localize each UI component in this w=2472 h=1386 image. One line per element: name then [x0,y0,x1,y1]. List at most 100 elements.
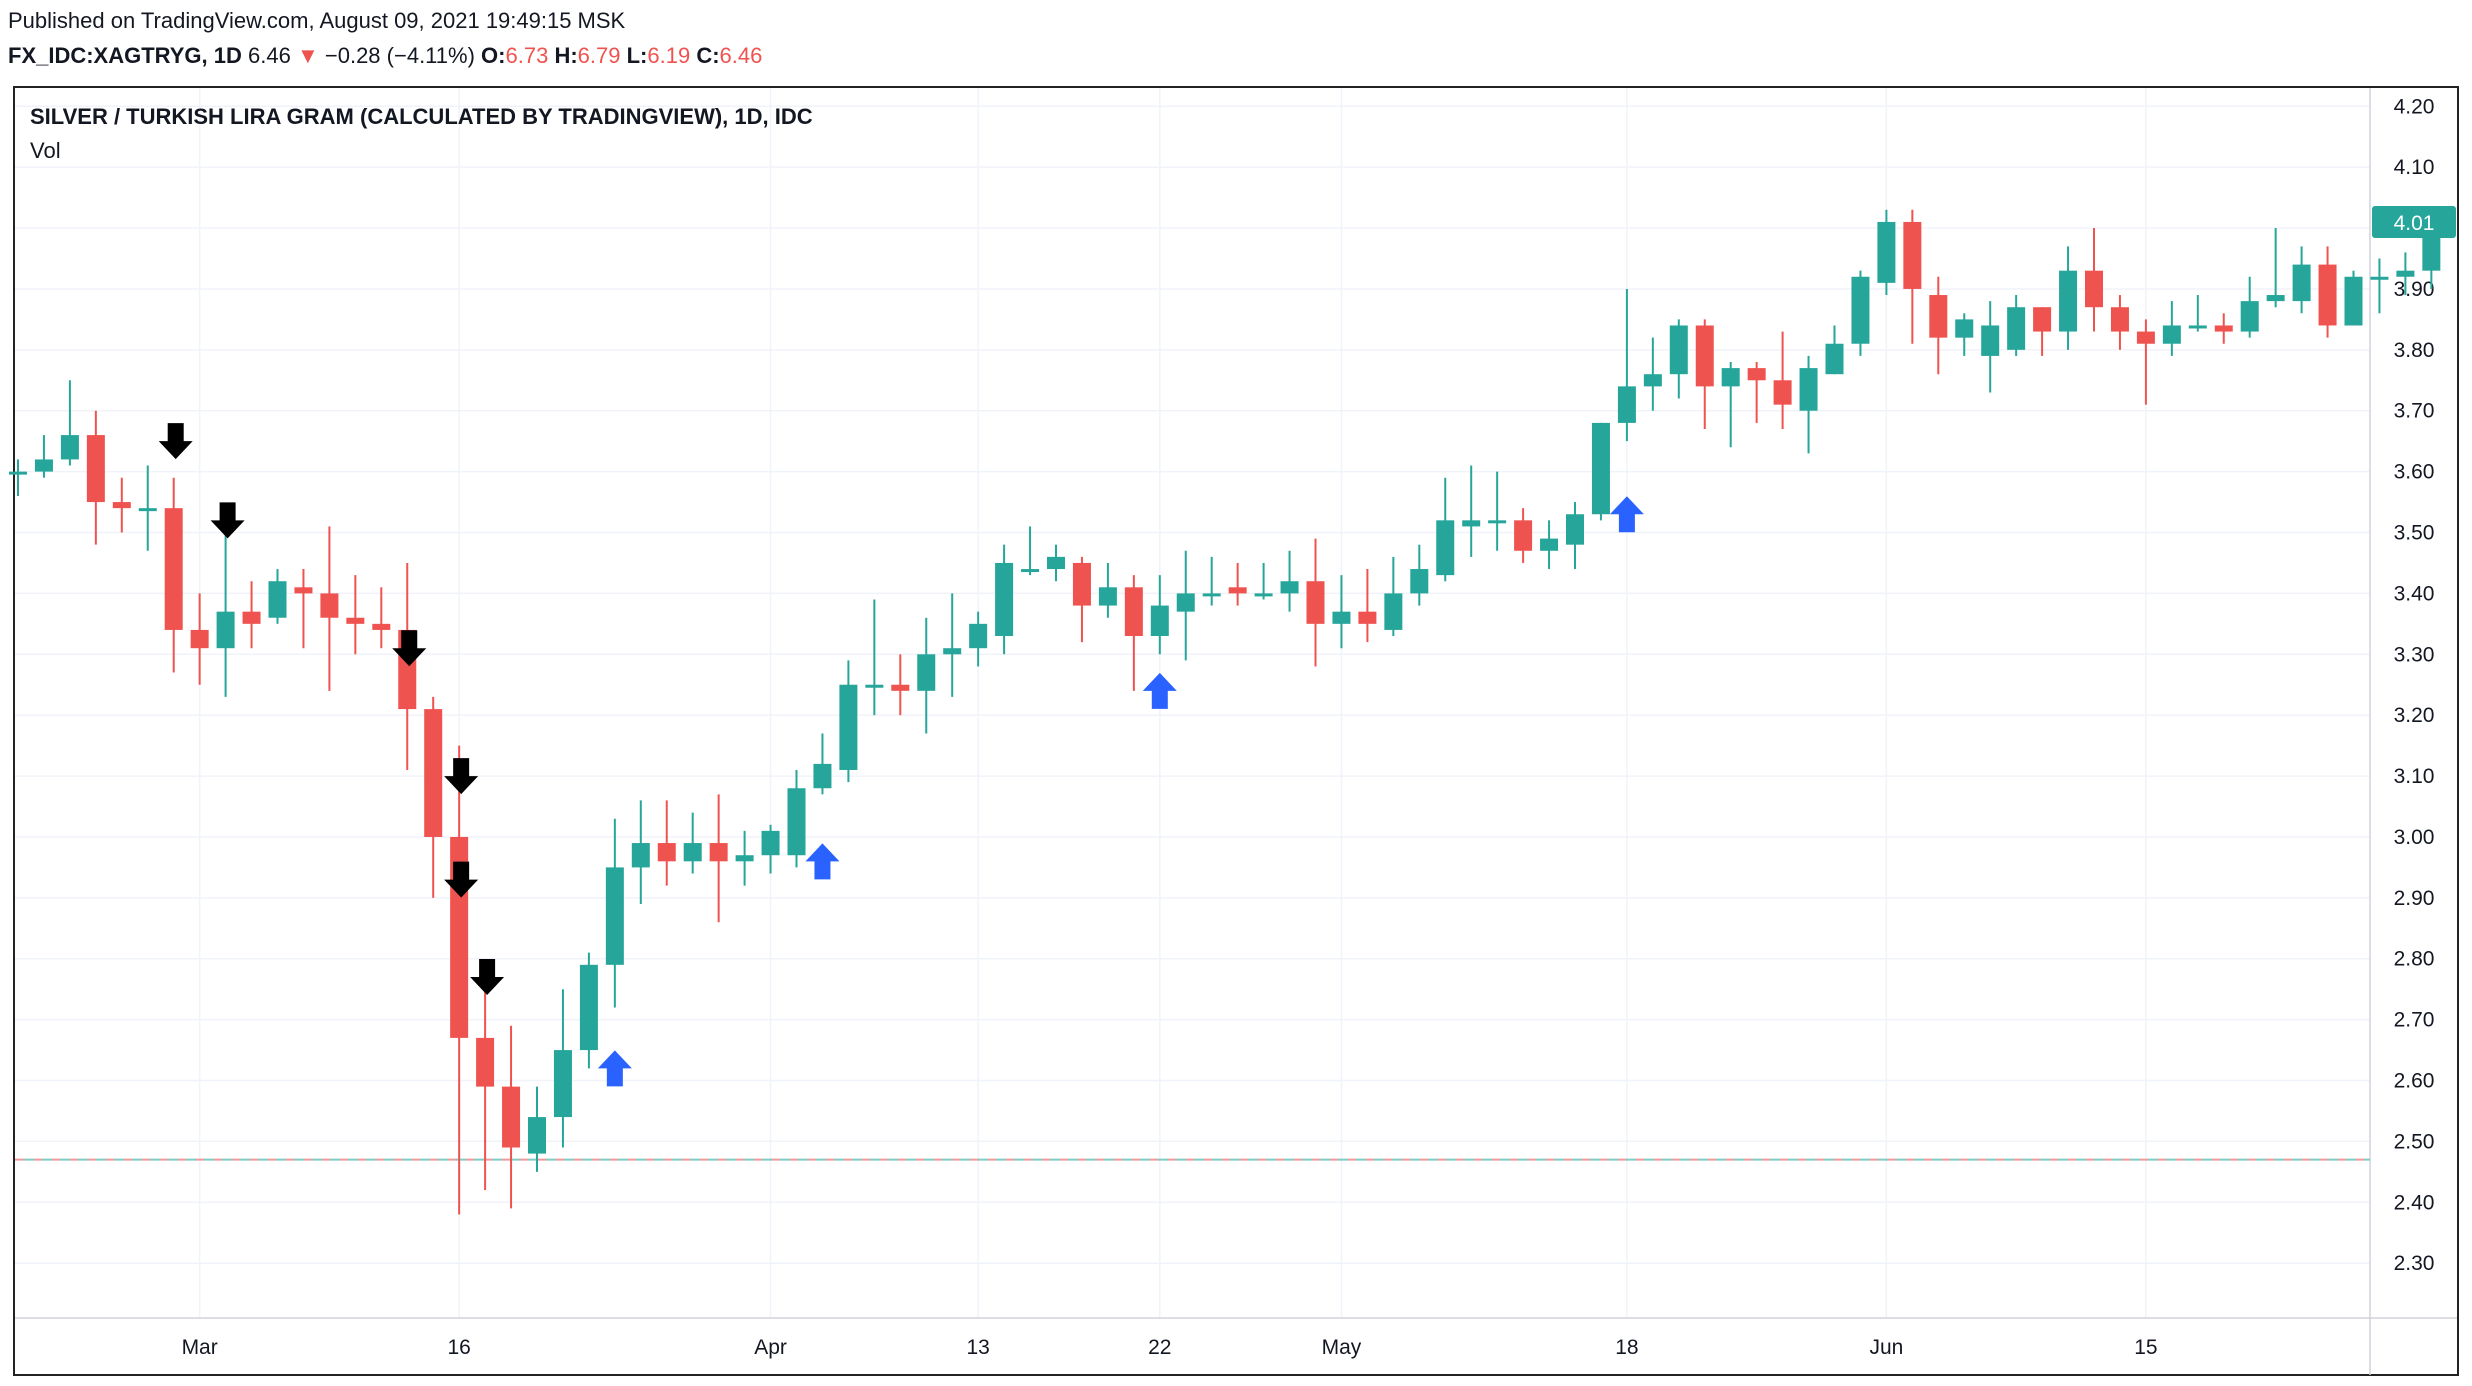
candle-body[interactable] [2214,325,2233,332]
candle-body[interactable] [2240,301,2259,332]
candle-body[interactable] [268,581,287,618]
candle-body[interactable] [1150,605,1169,637]
candle-body[interactable] [2162,325,2181,344]
candle-body[interactable] [1773,380,1792,405]
candle-body[interactable] [917,654,936,691]
candle-body[interactable] [1514,520,1533,551]
candle-body[interactable] [1851,276,1870,344]
candle-body[interactable] [1591,422,1610,515]
candle-body[interactable] [1955,319,1974,338]
candle-body[interactable] [995,562,1014,637]
candle-body[interactable] [1643,374,1662,387]
candle-body[interactable] [1410,569,1429,594]
candle-body[interactable] [34,459,53,472]
candle-body[interactable] [1462,520,1481,527]
candle-body[interactable] [2007,307,2026,350]
candle-body[interactable] [86,435,105,503]
candle-body[interactable] [372,623,391,630]
price-tick-label: 2.60 [2394,1070,2435,1093]
candle-body[interactable] [1358,611,1377,624]
price-tick-label: 4.20 [2394,95,2435,118]
candle-body[interactable] [1436,520,1455,576]
candle-body[interactable] [1903,221,1922,289]
candle-body[interactable] [2136,331,2155,344]
candle-body[interactable] [424,709,443,837]
candle-body[interactable] [2059,270,2078,332]
candle-body[interactable] [1228,587,1247,594]
candle-body[interactable] [943,648,962,655]
candle-body[interactable] [1202,593,1221,597]
candle-body[interactable] [2292,264,2311,302]
candle-body[interactable] [813,763,832,789]
price-tick-label: 2.50 [2394,1130,2435,1153]
candle-body[interactable] [761,830,780,856]
candle-body[interactable] [2318,264,2337,326]
date-tick-label: 16 [447,1336,470,1359]
candle-body[interactable] [891,684,910,691]
candle-body[interactable] [969,623,988,649]
candle-body[interactable] [1981,325,2000,356]
candle-body[interactable] [1929,295,1948,338]
candle-body[interactable] [502,1086,521,1148]
candle-body[interactable] [2266,295,2285,302]
candle-body[interactable] [839,684,858,770]
candle-body[interactable] [1488,520,1507,524]
candle-body[interactable] [605,867,624,965]
candle-body[interactable] [631,843,650,868]
candle-body[interactable] [1617,386,1636,423]
candle-body[interactable] [9,471,27,475]
candle-body[interactable] [683,843,702,862]
candle-body[interactable] [164,508,183,630]
candle-body[interactable] [1799,368,1818,411]
candle-body[interactable] [1124,587,1143,637]
candle-body[interactable] [2188,325,2207,329]
candle-body[interactable] [320,593,339,618]
candle-body[interactable] [2085,270,2103,308]
candle-body[interactable] [657,843,676,862]
candle-body[interactable] [1695,325,1714,387]
candle-body[interactable] [1021,569,1040,573]
candle-body[interactable] [1098,587,1117,606]
candle-body[interactable] [1540,538,1559,551]
candle-body[interactable] [1332,611,1351,624]
candle-body[interactable] [2033,307,2052,332]
candle-body[interactable] [528,1117,546,1154]
candle-body[interactable] [2370,276,2389,280]
candle-body[interactable] [216,611,235,649]
candle-body[interactable] [242,611,261,624]
candle-body[interactable] [1047,556,1065,570]
candle-body[interactable] [60,435,79,460]
candle-body[interactable] [1176,593,1195,612]
candle-body[interactable] [1254,593,1273,597]
candle-body[interactable] [2110,307,2129,332]
candle-body[interactable] [1669,325,1688,375]
candle-body[interactable] [112,502,131,509]
candle-body[interactable] [553,1050,572,1118]
close-label: C: [696,43,720,68]
low-label: L: [626,43,648,68]
candle-body[interactable] [865,684,884,688]
candle-body[interactable] [1384,593,1403,630]
candle-body[interactable] [1280,581,1299,594]
candle-body[interactable] [1306,581,1325,624]
candle-body[interactable] [1877,221,1896,283]
candle-body[interactable] [138,508,157,512]
candle-body[interactable] [787,788,806,856]
candle-body[interactable] [2396,270,2415,277]
price-tick-label: 2.90 [2394,887,2435,910]
candle-body[interactable] [1566,514,1584,545]
candle-body[interactable] [294,587,313,594]
candle-body[interactable] [346,617,365,624]
candle-body[interactable] [709,843,728,862]
candle-body[interactable] [2344,276,2363,326]
candle-body[interactable] [1721,368,1740,387]
change-value: −0.28 (−4.11%) [324,43,475,68]
candle-body[interactable] [579,964,598,1051]
candle-body[interactable] [1072,562,1091,606]
candle-body[interactable] [476,1037,495,1087]
candle-body[interactable] [735,855,754,862]
candle-body[interactable] [190,629,209,649]
candle-body[interactable] [1825,343,1844,375]
candle-body[interactable] [1747,368,1766,381]
